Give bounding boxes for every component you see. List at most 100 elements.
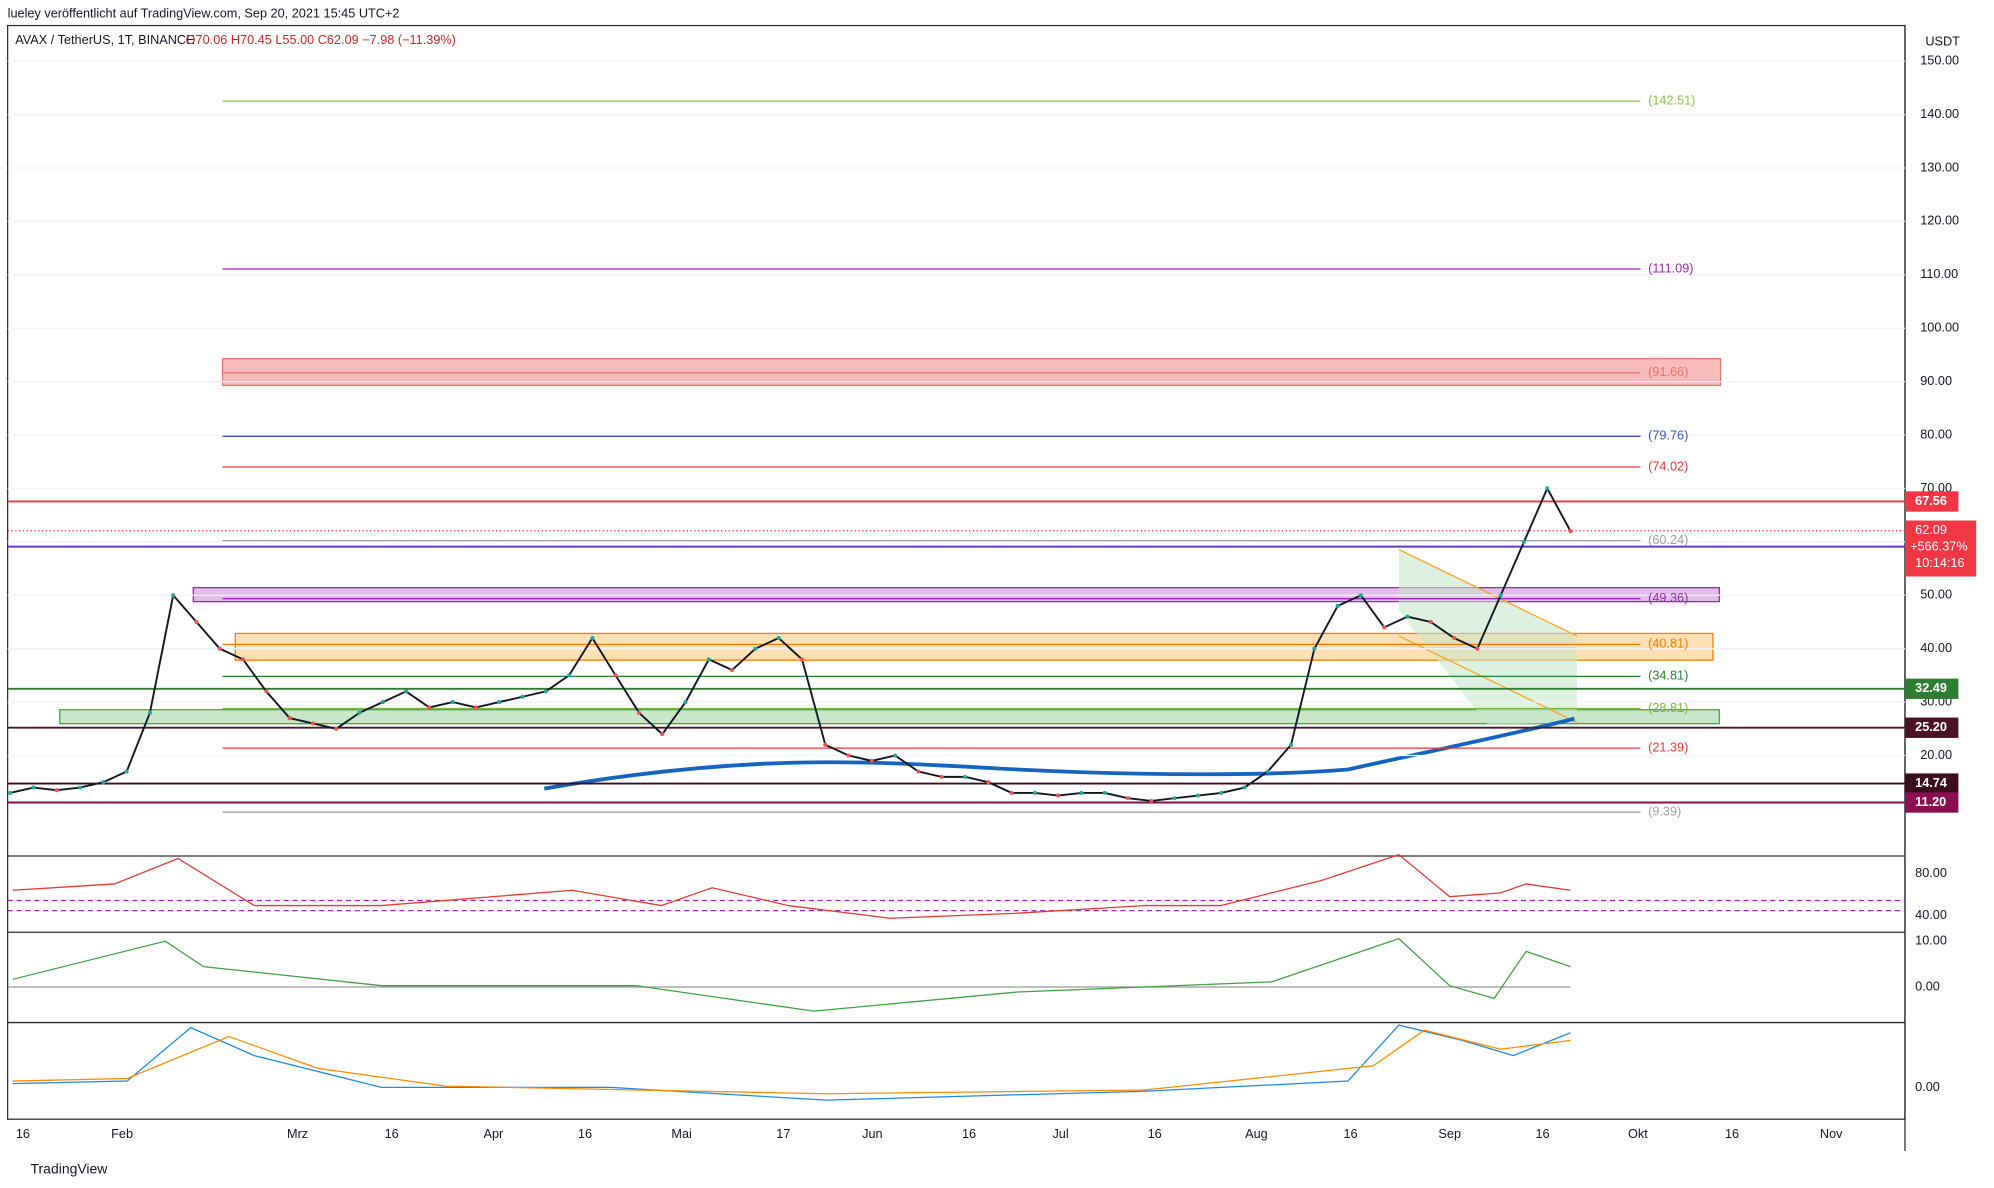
price-point [1568,529,1573,534]
x-tick-label: 17 [776,1126,790,1141]
price-point [124,769,129,774]
price-point [776,635,781,641]
price-point [8,790,13,795]
level-label: (111.09) [1648,260,1693,275]
price-point [730,668,735,673]
last-change: +566.37% [1910,539,1968,554]
price-tag [1904,717,1959,738]
level-label: (60.24) [1648,532,1688,547]
x-tick-label: 16 [1148,1126,1162,1141]
price-point [1102,790,1107,795]
pane-tick-label: 0.00 [1915,1079,1940,1094]
price-point [1172,796,1177,801]
price-point [1079,790,1084,795]
price-point [380,700,385,705]
price-point [1195,793,1200,798]
price-tag-label: 32.49 [1915,680,1947,695]
x-tick-label: Aug [1245,1126,1268,1141]
ohlc: O70.06 H70.45 L55.00 C62.09 −7.98 (−11.3… [186,32,456,47]
x-tick-label: Apr [484,1126,505,1141]
price-point [753,646,758,651]
y-tick-label: 20.00 [1920,747,1952,762]
price-point [264,689,269,694]
last-price-tag [1904,520,1977,577]
price-point [543,689,548,694]
price-point [520,694,525,699]
level-label: (40.81) [1648,636,1688,651]
moving-average [543,716,1575,791]
x-tick-label: Jun [862,1126,882,1141]
price-point [1242,785,1247,790]
price-point [1289,742,1294,747]
x-tick-label: 16 [1535,1126,1549,1141]
price-point [1219,790,1224,795]
pane-tick-label: 80.00 [1915,865,1947,880]
price-tag-label: 67.56 [1915,493,1947,508]
price-point [310,721,315,726]
level-label: (79.76) [1648,428,1688,443]
rsi [12,853,1571,919]
level-label: (142.51) [1648,93,1695,108]
pane-tick-label: 0.00 [1915,978,1940,993]
level-label: (91.66) [1648,364,1688,379]
x-tick-label: Nov [1820,1126,1843,1141]
pane-tick-label: 10.00 [1915,933,1947,948]
y-tick-label: 130.00 [1920,159,1959,174]
price-point [287,716,292,721]
price-point [357,710,362,715]
price-point [54,788,59,793]
macd-signal [12,1029,1571,1095]
price-point [1521,539,1526,544]
price-line-series [9,486,1572,802]
price-tag-label: 25.20 [1915,719,1947,734]
price-point [1056,793,1061,798]
price-tag-label: 14.74 [1915,775,1947,790]
countdown: 10:14:16 [1915,555,1964,570]
x-tick-label: 16 [16,1126,30,1141]
price-point [101,780,106,785]
price-point [567,673,572,678]
price-point [1405,614,1410,619]
price-point [683,700,688,705]
price-point [194,619,199,625]
price-point [1545,486,1550,491]
price-point [893,753,898,758]
price-tag-label: 11.20 [1915,794,1946,809]
price-point [147,710,152,715]
x-tick-label: Feb [111,1126,133,1141]
price-point [939,774,944,779]
triangle [1398,549,1577,725]
y-tick-label: 70.00 [1920,480,1952,495]
price-point [1452,635,1457,641]
x-tick-label: 16 [962,1126,976,1141]
price-point [1312,646,1317,651]
y-tick-label: 140.00 [1920,106,1959,121]
level-label: (28.81) [1648,700,1688,715]
price-point [706,657,711,662]
x-tick-label: 16 [385,1126,399,1141]
x-tick-label: Sep [1438,1126,1461,1141]
price-point [1265,769,1270,774]
price-tag [1904,773,1959,794]
price-tag [1904,491,1959,512]
price-tag [1904,792,1959,813]
price-point [404,689,409,694]
price-point [1382,625,1387,630]
price-point [171,593,176,598]
x-tick-label: Jul [1052,1126,1068,1141]
dmi [12,937,1571,1012]
price-point [590,635,595,641]
y-tick-label: 100.00 [1920,320,1959,335]
price-point [1358,593,1363,598]
level-label: (74.02) [1648,458,1688,473]
y-tick-label: 90.00 [1920,373,1952,388]
pane-tick-label: 40.00 [1915,907,1947,922]
price-point [1335,603,1340,608]
price-point [241,657,246,662]
price-point [799,657,805,662]
y-tick-label: 80.00 [1920,426,1952,441]
price-point [613,673,618,678]
price-point [427,705,432,710]
price-point [986,780,991,785]
